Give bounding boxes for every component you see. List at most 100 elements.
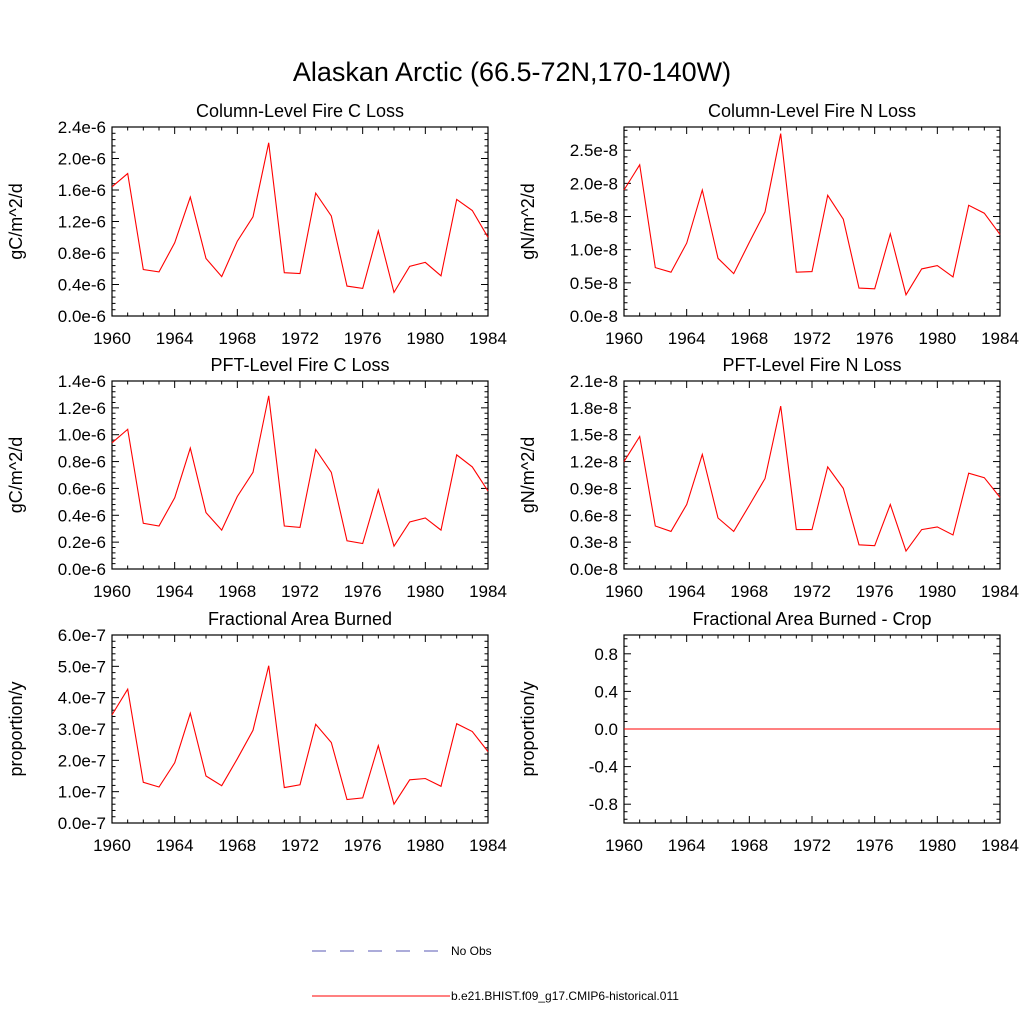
x-tick-label: 1980 bbox=[406, 836, 444, 855]
y-tick-label: 1.0e-6 bbox=[58, 426, 106, 445]
x-tick-label: 1968 bbox=[218, 329, 256, 348]
y-tick-label: 0.0e-7 bbox=[58, 814, 106, 833]
y-tick-label: 0.4e-6 bbox=[58, 506, 106, 525]
series-line bbox=[623, 133, 1001, 297]
x-tick-label: 1980 bbox=[918, 836, 956, 855]
x-tick-label: 1972 bbox=[793, 836, 831, 855]
chart-panel-4: PFT-Level Fire N Loss gN/m^2/d 1960 1964 196… bbox=[518, 355, 1019, 601]
x-tick-label: 1976 bbox=[856, 836, 894, 855]
chart-panel-6: Fractional Area Burned - Crop proportion/… bbox=[518, 609, 1019, 855]
x-tick-label: 1960 bbox=[605, 329, 643, 348]
y-tick-label: 0.0e-8 bbox=[570, 560, 618, 579]
y-tick-label: 1.2e-6 bbox=[58, 213, 106, 232]
x-tick-label: 1964 bbox=[668, 582, 706, 601]
plot-frame bbox=[623, 126, 1001, 317]
series-line bbox=[111, 665, 489, 806]
y-tick-label: 5.0e-7 bbox=[58, 657, 106, 676]
x-tick-label: 1964 bbox=[156, 836, 194, 855]
y-tick-label: 0.5e-8 bbox=[570, 274, 618, 293]
y-tick-label: 2.1e-8 bbox=[570, 372, 618, 391]
x-tick-label: 1984 bbox=[981, 329, 1019, 348]
x-tick-label: 1964 bbox=[156, 329, 194, 348]
y-tick-label: -0.4 bbox=[589, 758, 618, 777]
series-line bbox=[623, 405, 1001, 553]
x-tick-label: 1976 bbox=[344, 582, 382, 601]
series-line bbox=[111, 395, 489, 548]
y-tick-label: 1.0e-8 bbox=[570, 241, 618, 260]
y-axis-label: gC/m^2/d bbox=[6, 437, 26, 513]
y-tick-label: 0.0e-6 bbox=[58, 307, 106, 326]
x-tick-label: 1972 bbox=[281, 329, 319, 348]
x-tick-label: 1960 bbox=[605, 836, 643, 855]
panel-title: Column-Level Fire C Loss bbox=[196, 101, 404, 121]
plot-frame bbox=[111, 634, 489, 824]
y-tick-label: 0.0 bbox=[594, 720, 618, 739]
chart-panel-2: Column-Level Fire N Loss gN/m^2/d 1960 1964… bbox=[518, 101, 1019, 348]
x-tick-label: 1976 bbox=[344, 836, 382, 855]
y-tick-label: 0.0e-6 bbox=[58, 560, 106, 579]
y-tick-label: 0.0e-8 bbox=[570, 307, 618, 326]
y-tick-label: 0.2e-6 bbox=[58, 533, 106, 552]
x-tick-label: 1968 bbox=[730, 582, 768, 601]
y-tick-label: 0.8 bbox=[594, 645, 618, 664]
figure-title: Alaskan Arctic (66.5-72N,170-140W) bbox=[293, 57, 731, 87]
y-tick-label: 3.0e-7 bbox=[58, 720, 106, 739]
y-tick-label: 0.6e-8 bbox=[570, 506, 618, 525]
y-tick-label: 2.0e-6 bbox=[58, 150, 106, 169]
x-tick-label: 1968 bbox=[218, 582, 256, 601]
y-tick-label: 1.5e-8 bbox=[570, 208, 618, 227]
y-tick-label: 1.2e-6 bbox=[58, 399, 106, 418]
y-tick-label: 1.5e-8 bbox=[570, 426, 618, 445]
legend-label: No Obs bbox=[451, 944, 492, 958]
y-tick-label: 0.8e-6 bbox=[58, 453, 106, 472]
chart-panel-5: Fractional Area Burned proportion/y 1960 19… bbox=[6, 609, 507, 855]
y-axis-label: proportion/y bbox=[518, 681, 538, 776]
y-axis-label: proportion/y bbox=[6, 681, 26, 776]
y-tick-label: -0.8 bbox=[589, 795, 618, 814]
y-tick-label: 1.0e-7 bbox=[58, 783, 106, 802]
series-line bbox=[111, 142, 489, 294]
y-tick-label: 0.9e-8 bbox=[570, 479, 618, 498]
y-tick-label: 0.6e-6 bbox=[58, 479, 106, 498]
x-tick-label: 1976 bbox=[856, 329, 894, 348]
x-tick-label: 1960 bbox=[93, 836, 131, 855]
x-tick-label: 1960 bbox=[93, 582, 131, 601]
x-tick-label: 1976 bbox=[344, 329, 382, 348]
plot-frame bbox=[111, 380, 489, 570]
x-tick-label: 1980 bbox=[406, 582, 444, 601]
panel-title: PFT-Level Fire N Loss bbox=[722, 355, 901, 375]
x-tick-label: 1980 bbox=[406, 329, 444, 348]
x-tick-label: 1960 bbox=[93, 329, 131, 348]
x-tick-label: 1976 bbox=[856, 582, 894, 601]
chart-panel-3: PFT-Level Fire C Loss gC/m^2/d 1960 1964 196… bbox=[6, 355, 507, 601]
y-tick-label: 2.5e-8 bbox=[570, 141, 618, 160]
y-tick-label: 0.4 bbox=[594, 682, 618, 701]
x-tick-label: 1984 bbox=[469, 329, 507, 348]
x-tick-label: 1980 bbox=[918, 582, 956, 601]
y-tick-label: 4.0e-7 bbox=[58, 689, 106, 708]
panel-title: Fractional Area Burned - Crop bbox=[692, 609, 931, 629]
legend-label: b.e21.BHIST.f09_g17.CMIP6-historical.011 bbox=[451, 989, 679, 1003]
legend: No Obs b.e21.BHIST.f09_g17.CMIP6-historic… bbox=[312, 944, 679, 1003]
y-tick-label: 2.4e-6 bbox=[58, 118, 106, 137]
x-tick-label: 1964 bbox=[668, 329, 706, 348]
x-tick-label: 1972 bbox=[793, 329, 831, 348]
y-tick-label: 0.8e-6 bbox=[58, 244, 106, 263]
x-tick-label: 1968 bbox=[730, 329, 768, 348]
x-tick-label: 1960 bbox=[605, 582, 643, 601]
panel-title: Fractional Area Burned bbox=[208, 609, 392, 629]
x-tick-label: 1972 bbox=[281, 836, 319, 855]
x-tick-label: 1964 bbox=[668, 836, 706, 855]
plot-frame bbox=[111, 126, 489, 317]
y-axis-label: gN/m^2/d bbox=[518, 437, 538, 513]
chart-panel-1: Column-Level Fire C Loss gC/m^2/d 1960 1964… bbox=[6, 101, 507, 348]
panels: Column-Level Fire C Loss gC/m^2/d 1960 1964… bbox=[6, 101, 1019, 855]
y-tick-label: 1.8e-8 bbox=[570, 399, 618, 418]
x-tick-label: 1984 bbox=[469, 582, 507, 601]
panel-title: Column-Level Fire N Loss bbox=[708, 101, 916, 121]
x-tick-label: 1972 bbox=[281, 582, 319, 601]
panel-title: PFT-Level Fire C Loss bbox=[210, 355, 389, 375]
y-tick-label: 0.3e-8 bbox=[570, 533, 618, 552]
y-tick-label: 2.0e-7 bbox=[58, 751, 106, 770]
